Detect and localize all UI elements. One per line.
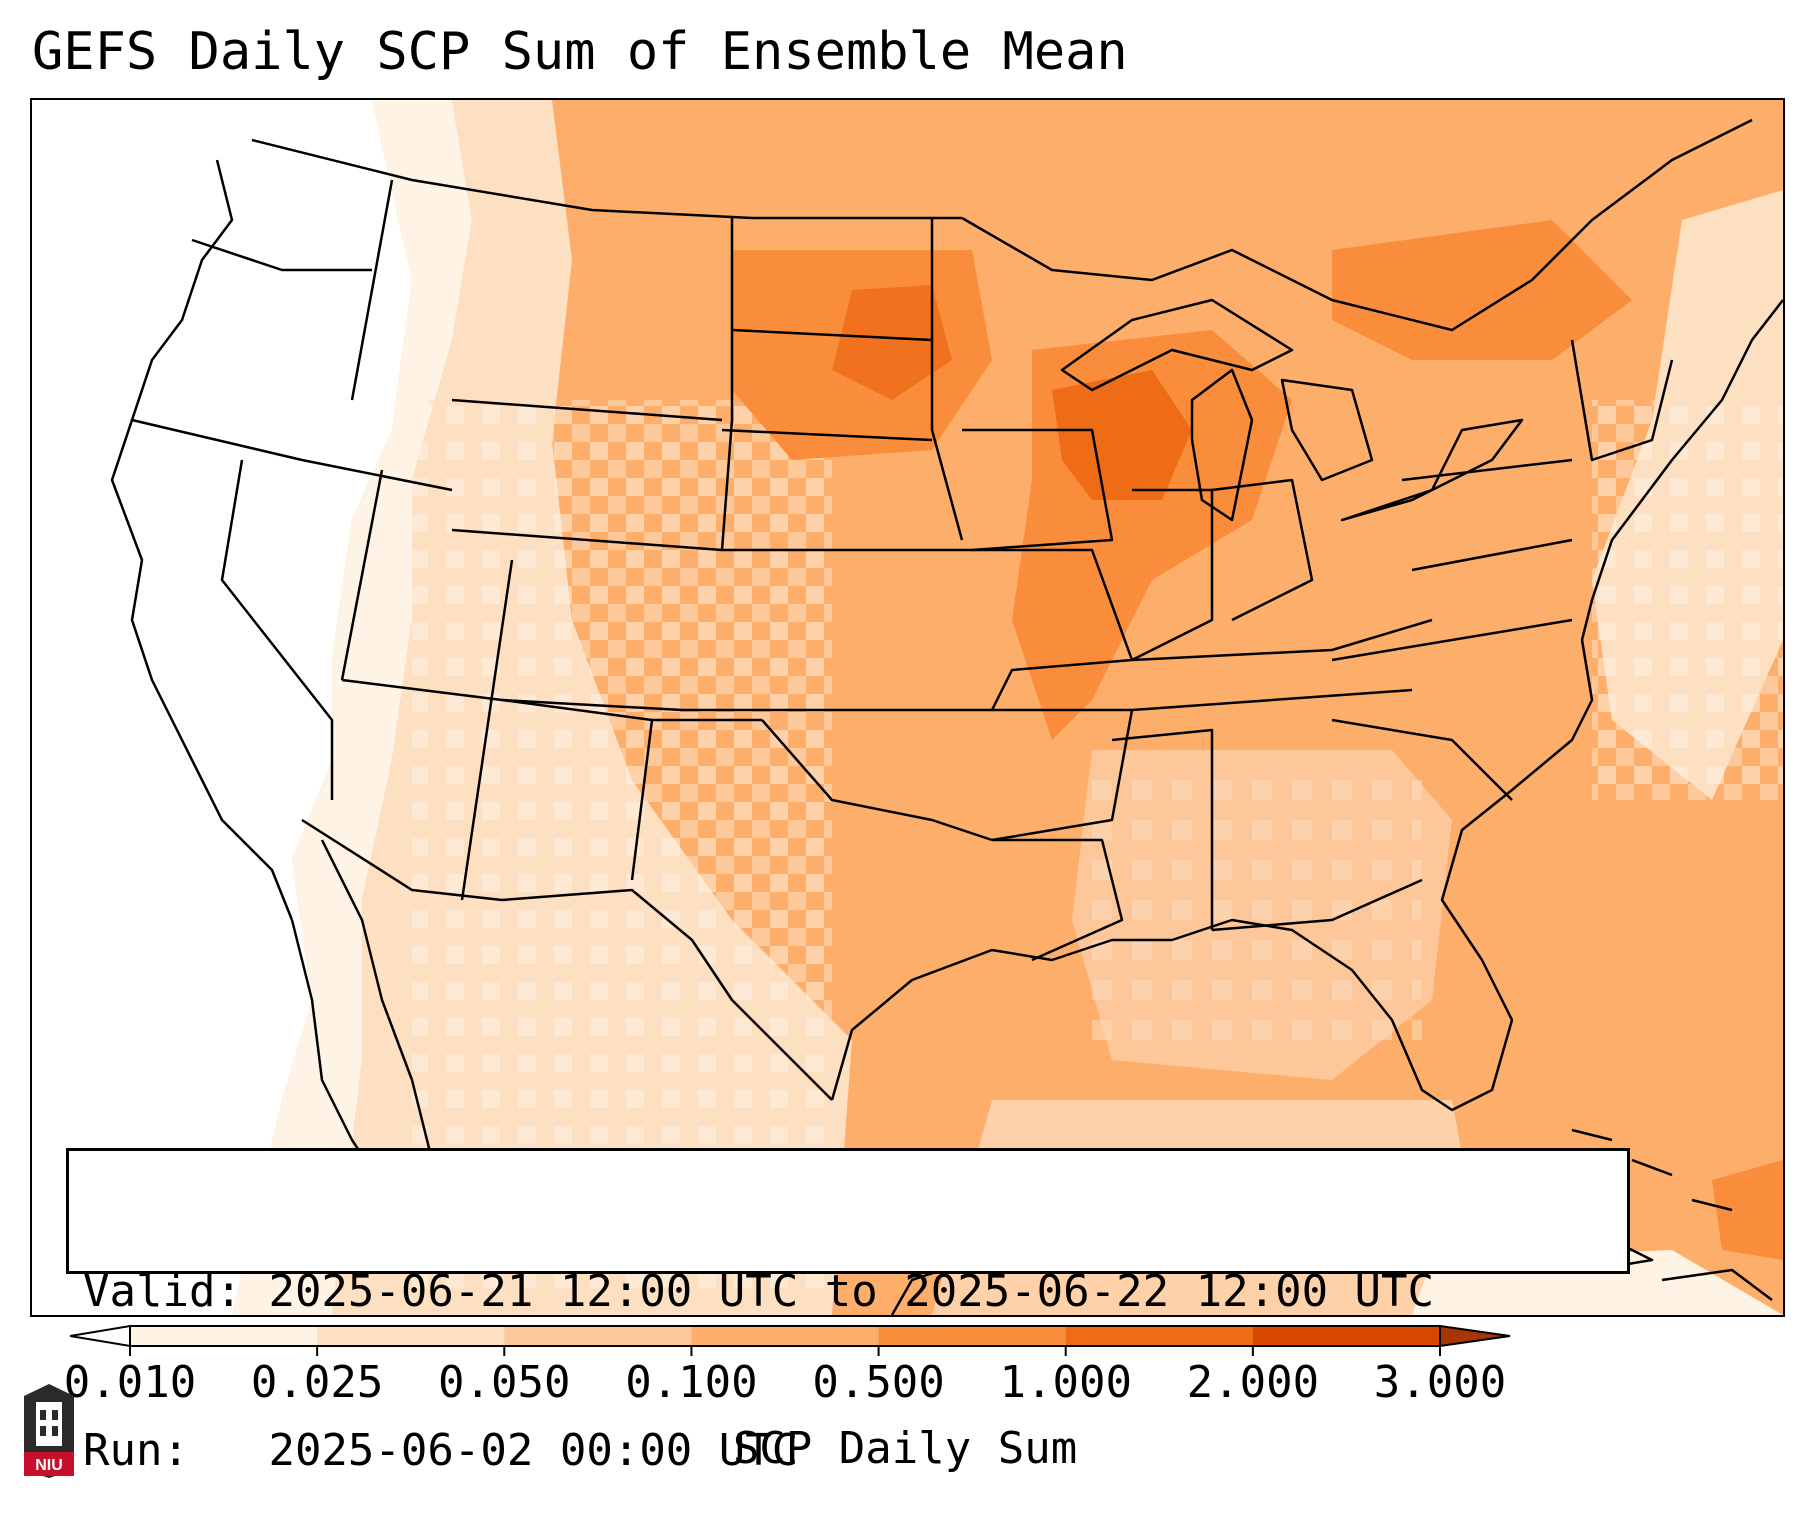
shading-wisconsin-darker — [1052, 370, 1192, 500]
border-az-nm — [460, 559, 514, 901]
lake-huron — [1280, 378, 1374, 482]
colorbar-extend-low — [70, 1324, 131, 1348]
colorbar-outline — [129, 1325, 1441, 1347]
colorbar-tick-label: 0.100 — [625, 1357, 758, 1408]
colorbar-tick-label: 0.050 — [438, 1357, 571, 1408]
colorbar-segments — [70, 1324, 1511, 1348]
logo-band — [24, 1452, 74, 1476]
valid-label: Valid: — [83, 1266, 242, 1317]
border-carolinas — [1331, 718, 1513, 801]
shading-west-low — [32, 100, 412, 1315]
shading-ndakota-darker — [832, 285, 952, 400]
border-nv-ut — [340, 469, 384, 681]
logo-window-3 — [40, 1426, 46, 1436]
logo-text: NIU — [35, 1457, 63, 1474]
border-la — [992, 838, 1124, 962]
coast-bahamas — [1571, 1128, 1733, 1212]
colorbar-ticks — [129, 1346, 1441, 1356]
border-tn-south — [1131, 688, 1413, 712]
border-wy-co — [451, 528, 723, 552]
run-value: 2025-06-02 00:00 UTC — [268, 1425, 799, 1476]
coast-baja-east — [320, 839, 434, 1161]
border-wa-or — [191, 238, 372, 272]
colorbar-tick-label: 0.010 — [63, 1357, 197, 1408]
colorbar-tick-label: 3.000 — [1373, 1357, 1507, 1408]
shading-southeast-speckle — [1092, 780, 1422, 1040]
scp-field-map — [32, 100, 1783, 1315]
coast-hispaniola — [1661, 1268, 1773, 1301]
valid-row: Valid: 2025-06-21 12:00 UTC to 2025-06-2… — [83, 1265, 1613, 1318]
logo-tower — [36, 1402, 62, 1446]
border-ia — [962, 428, 1114, 552]
border-or-id — [301, 458, 453, 492]
border-ms-al — [1111, 728, 1214, 930]
lake-superior — [1060, 298, 1294, 392]
border-il-in — [1131, 488, 1214, 662]
map-panel — [30, 98, 1785, 1317]
border-ga-fl — [1211, 878, 1423, 932]
border-in-oh — [1211, 478, 1314, 622]
border-mn-west — [930, 218, 964, 541]
lake-michigan — [1190, 368, 1254, 522]
run-row: Run: 2025-06-02 00:00 UTC — [83, 1424, 1613, 1477]
border-pa-md — [1411, 538, 1573, 572]
colorbar-tick-label: 2.000 — [1186, 1357, 1320, 1408]
colorbar-segment — [691, 1326, 880, 1346]
colorbar-extend-high — [1439, 1324, 1511, 1348]
border-mx-us — [301, 818, 833, 1101]
colorbar-segment — [878, 1326, 1067, 1346]
colorbar-segment — [130, 1326, 318, 1346]
colorbar-label: SCP Daily Sum — [732, 1423, 1078, 1474]
border-nd-sd — [731, 328, 933, 342]
colorbar-segment — [504, 1326, 692, 1346]
shading-atlantic-speckle — [1592, 400, 1783, 800]
run-label: Run: — [83, 1425, 189, 1476]
logo-window-2 — [52, 1410, 58, 1420]
logo-window-1 — [40, 1410, 46, 1420]
lake-erie-ontario — [1340, 418, 1524, 522]
border-canada-west — [251, 138, 962, 220]
border-or-ca — [131, 418, 303, 462]
border-sd-ne — [721, 428, 933, 442]
niu-building-logo: NIU — [24, 1384, 74, 1478]
border-ca-nv — [220, 459, 334, 800]
border-ok-tx — [761, 719, 993, 842]
border-mt-wy — [451, 398, 723, 422]
border-ar — [991, 708, 1134, 842]
border-nm-tx — [630, 719, 654, 881]
colorbar-segment — [1252, 1326, 1441, 1346]
coast-gulf — [830, 299, 1783, 1112]
border-new-england — [1570, 339, 1674, 462]
border-ky-tn — [1131, 618, 1433, 662]
border-va-nc — [1331, 618, 1573, 662]
coast-pacific — [110, 159, 294, 921]
colorbar-tick-label: 0.500 — [812, 1357, 945, 1408]
colorbar — [70, 1324, 1511, 1356]
state-boundaries — [110, 118, 1783, 1315]
logo-window-4 — [52, 1426, 58, 1436]
colorbar-tick-label: 1.000 — [999, 1357, 1132, 1408]
border-pa-ny — [1401, 458, 1573, 482]
valid-run-info-box: Valid: 2025-06-21 12:00 UTC to 2025-06-2… — [66, 1148, 1630, 1476]
border-id — [350, 179, 394, 401]
colorbar-segment — [317, 1326, 505, 1346]
valid-value: 2025-06-21 12:00 UTC to 2025-06-22 12:00… — [268, 1266, 1435, 1317]
border-dakotas — [720, 218, 734, 551]
shading-caribbean-dark — [1712, 1160, 1783, 1260]
colorbar-tick-label: 0.025 — [250, 1357, 384, 1408]
colorbar-segment — [1065, 1326, 1254, 1346]
border-canada-east — [961, 118, 1753, 332]
map-title: GEFS Daily SCP Sum of Ensemble Mean — [32, 22, 1128, 82]
